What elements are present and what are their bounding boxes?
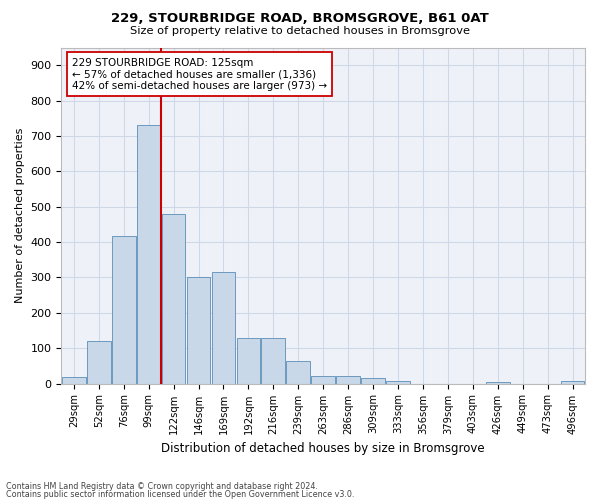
- Text: 229 STOURBRIDGE ROAD: 125sqm
← 57% of detached houses are smaller (1,336)
42% of: 229 STOURBRIDGE ROAD: 125sqm ← 57% of de…: [72, 58, 327, 91]
- Bar: [311, 376, 335, 384]
- Bar: [187, 276, 211, 384]
- Text: 229, STOURBRIDGE ROAD, BROMSGROVE, B61 0AT: 229, STOURBRIDGE ROAD, BROMSGROVE, B61 0…: [111, 12, 489, 26]
- Y-axis label: Number of detached properties: Number of detached properties: [15, 128, 25, 303]
- Bar: [286, 360, 310, 384]
- Bar: [212, 272, 235, 384]
- Bar: [112, 236, 136, 384]
- Bar: [62, 377, 86, 384]
- Bar: [560, 380, 584, 384]
- Bar: [137, 126, 161, 384]
- X-axis label: Distribution of detached houses by size in Bromsgrove: Distribution of detached houses by size …: [161, 442, 485, 455]
- Bar: [236, 338, 260, 384]
- Text: Contains public sector information licensed under the Open Government Licence v3: Contains public sector information licen…: [6, 490, 355, 499]
- Bar: [361, 378, 385, 384]
- Bar: [336, 376, 360, 384]
- Bar: [486, 382, 509, 384]
- Text: Contains HM Land Registry data © Crown copyright and database right 2024.: Contains HM Land Registry data © Crown c…: [6, 482, 318, 491]
- Bar: [162, 214, 185, 384]
- Text: Size of property relative to detached houses in Bromsgrove: Size of property relative to detached ho…: [130, 26, 470, 36]
- Bar: [87, 341, 110, 384]
- Bar: [386, 380, 410, 384]
- Bar: [262, 338, 285, 384]
